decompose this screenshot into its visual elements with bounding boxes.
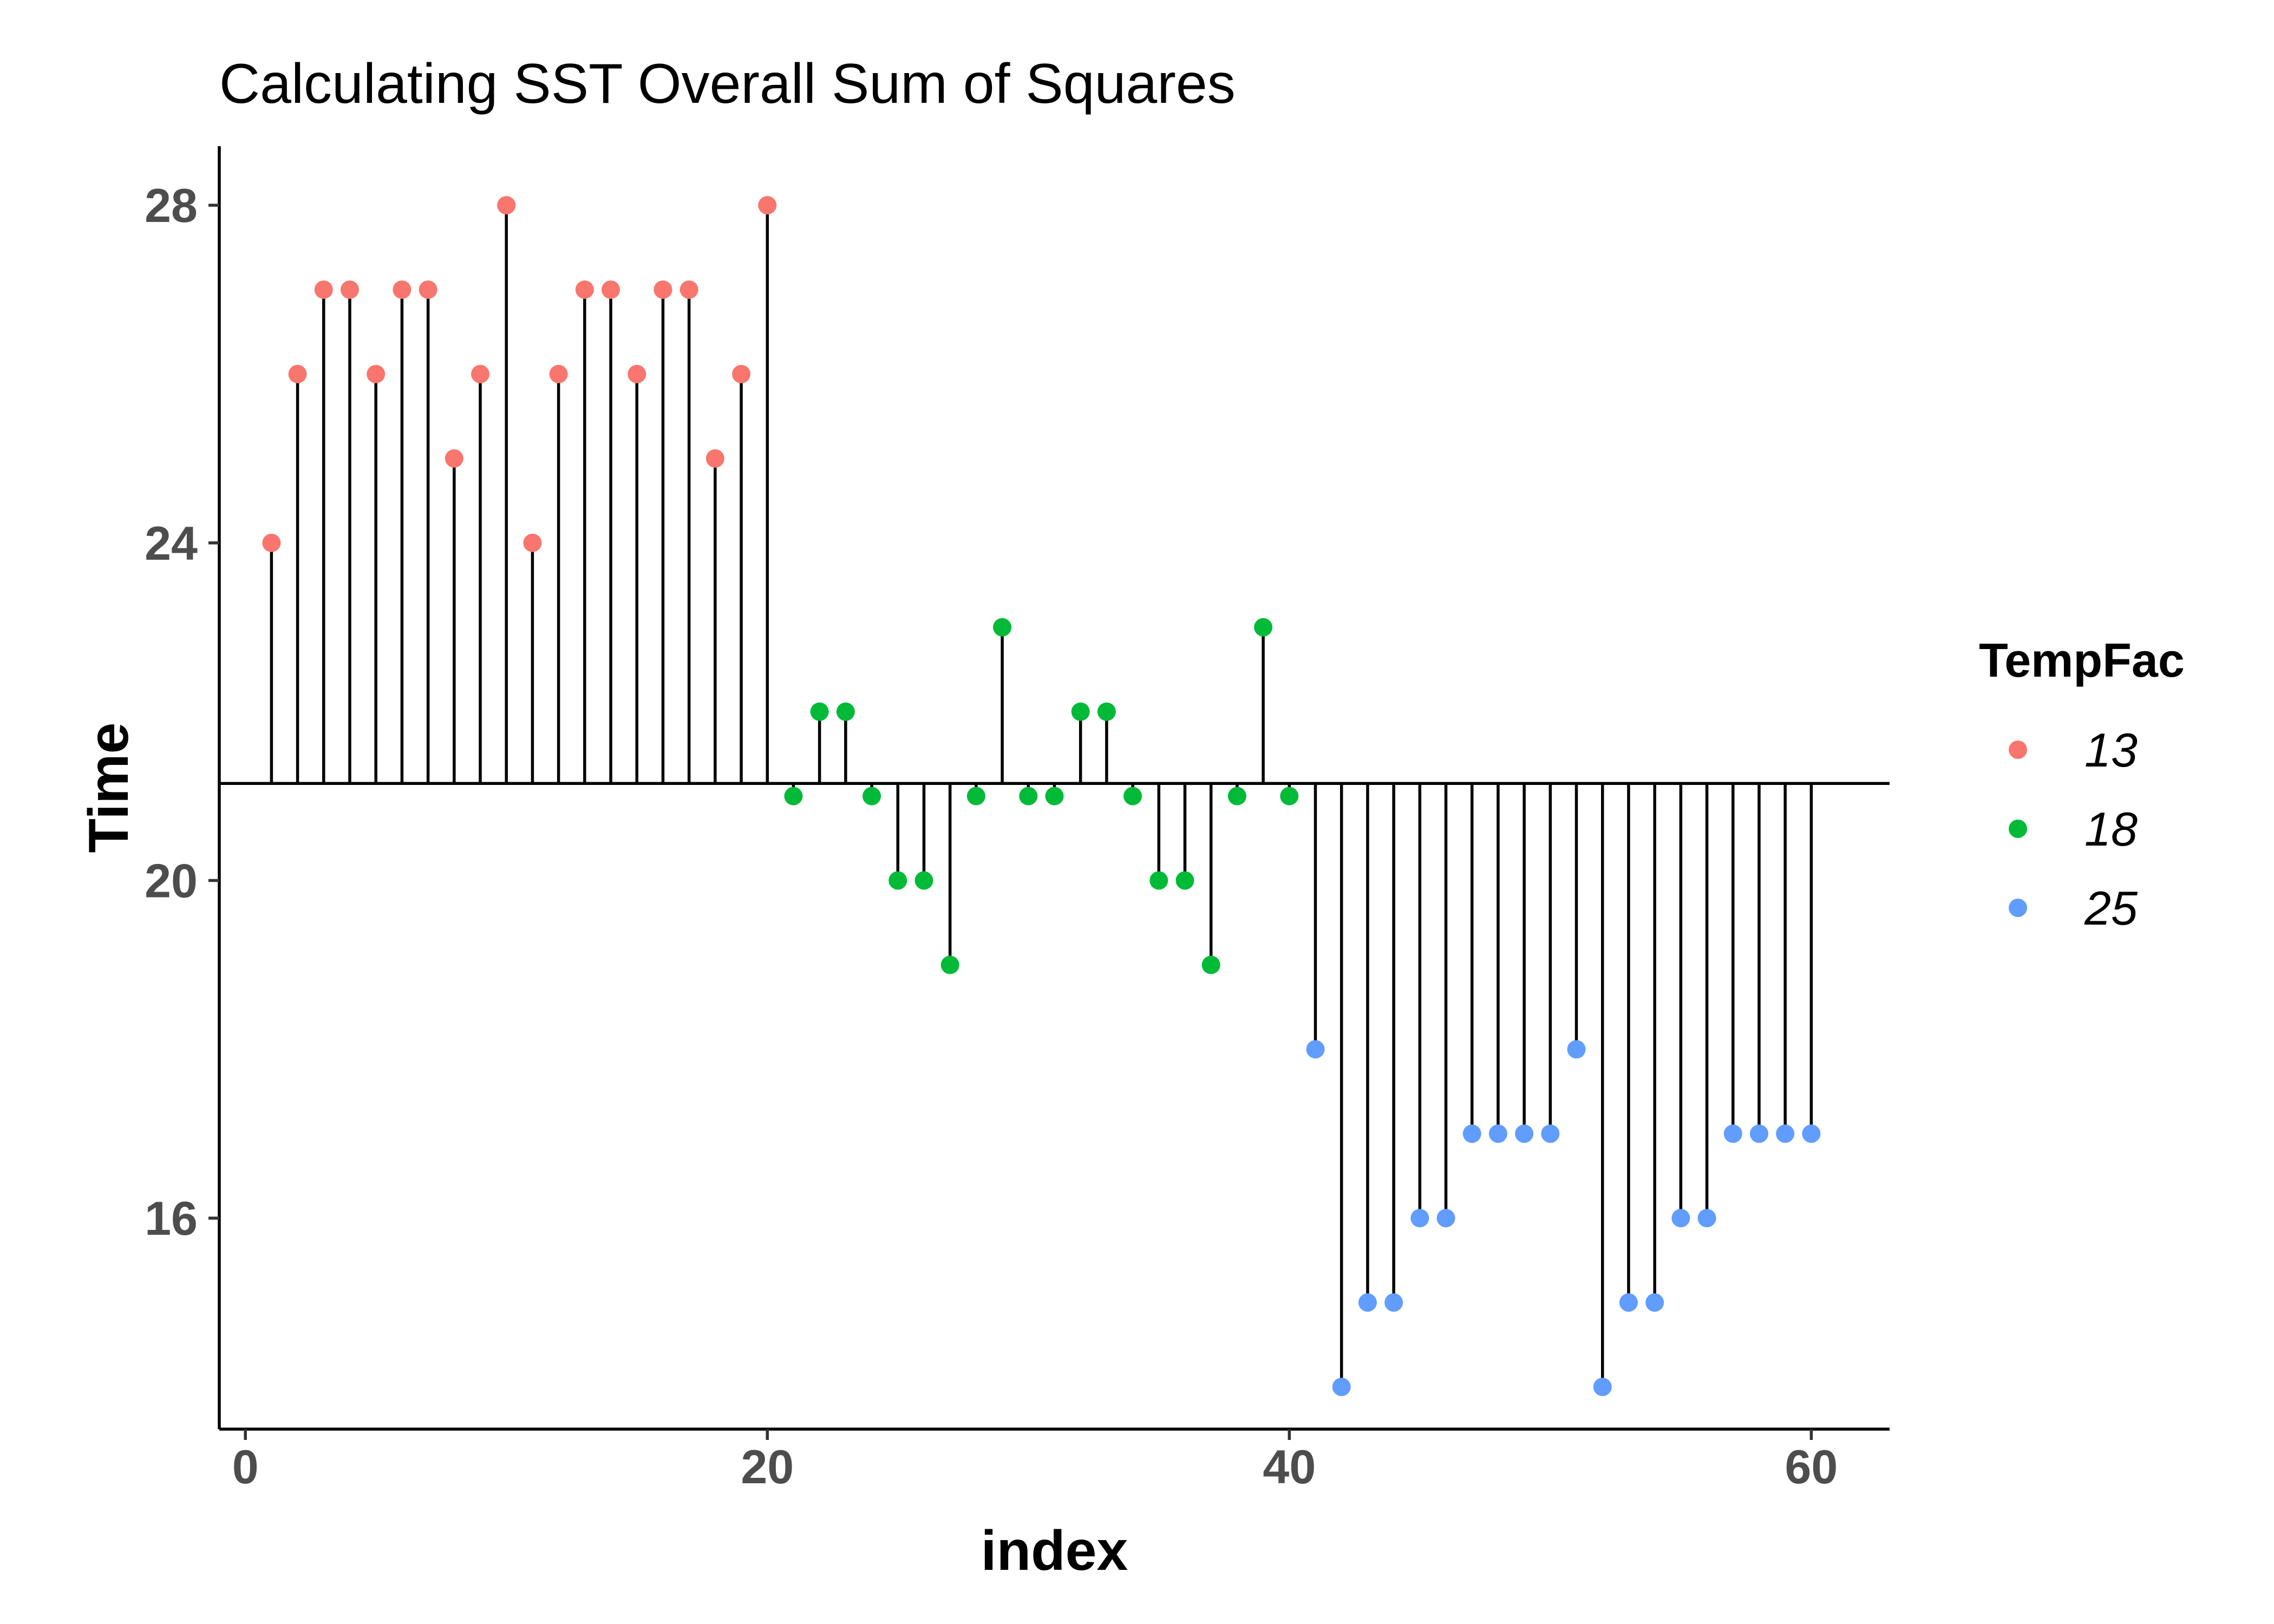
data-point-18	[888, 871, 907, 890]
data-point-25	[1332, 1378, 1351, 1397]
data-point-18	[1201, 955, 1220, 974]
data-points	[262, 196, 1821, 1397]
data-point-13	[679, 280, 698, 299]
x-axis-title: index	[981, 1520, 1128, 1582]
data-point-25	[1723, 1124, 1742, 1143]
data-point-18	[940, 955, 959, 974]
data-point-13	[262, 533, 281, 552]
data-point-18	[1280, 787, 1299, 806]
data-point-25	[1567, 1040, 1586, 1059]
data-point-13	[654, 280, 672, 299]
data-point-13	[628, 364, 646, 383]
data-point-25	[1358, 1293, 1377, 1312]
data-point-18	[1123, 787, 1142, 806]
data-point-13	[393, 280, 411, 299]
data-point-25	[1306, 1040, 1325, 1059]
data-point-13	[419, 280, 437, 299]
data-point-13	[445, 449, 463, 468]
data-point-13	[705, 449, 724, 468]
data-point-13	[288, 364, 307, 383]
y-tick-label: 24	[145, 516, 198, 570]
data-point-25	[1776, 1124, 1795, 1143]
data-point-18	[1227, 787, 1246, 806]
legend-key-18	[2009, 820, 2027, 838]
data-point-18	[1045, 787, 1064, 806]
residual-stems	[270, 205, 1813, 1387]
data-point-25	[1697, 1209, 1716, 1228]
y-tick-label: 28	[145, 179, 198, 232]
data-point-18	[1019, 787, 1038, 806]
data-point-13	[314, 280, 333, 299]
data-point-13	[602, 280, 620, 299]
data-point-18	[836, 702, 855, 721]
data-point-18	[1175, 871, 1194, 890]
data-point-13	[497, 196, 516, 215]
data-point-25	[1541, 1124, 1560, 1143]
legend-key-13	[2009, 741, 2027, 759]
data-point-18	[1149, 871, 1168, 890]
legend-label-13: 13	[2084, 723, 2138, 777]
data-point-13	[549, 364, 568, 383]
data-point-25	[1671, 1209, 1690, 1228]
data-point-25	[1384, 1293, 1403, 1312]
x-axis-ticks: 0 20 40 60	[232, 1429, 1838, 1494]
data-point-25	[1645, 1293, 1664, 1312]
x-tick-label: 60	[1785, 1440, 1838, 1494]
data-point-25	[1410, 1209, 1429, 1228]
data-point-13	[732, 364, 751, 383]
legend-label-25: 25	[2084, 881, 2138, 935]
data-point-18	[993, 618, 1012, 637]
data-point-13	[471, 364, 490, 383]
legend-title: TempFac	[1979, 633, 2185, 687]
data-point-25	[1619, 1293, 1638, 1312]
data-point-18	[862, 787, 881, 806]
data-point-18	[966, 787, 985, 806]
data-point-13	[523, 533, 542, 552]
data-point-18	[1254, 618, 1273, 637]
data-point-25	[1436, 1209, 1455, 1228]
legend-label-18: 18	[2084, 802, 2138, 856]
y-tick-label: 16	[145, 1191, 198, 1245]
data-point-13	[367, 364, 385, 383]
legend-key-25	[2009, 899, 2027, 917]
data-point-25	[1488, 1124, 1507, 1143]
y-tick-label: 20	[145, 854, 198, 908]
data-point-18	[784, 787, 803, 806]
x-tick-label: 40	[1263, 1440, 1316, 1494]
data-point-13	[575, 280, 594, 299]
data-point-18	[810, 702, 829, 721]
legend: TempFac 13 18 25	[1979, 633, 2185, 935]
data-point-18	[1071, 702, 1090, 721]
data-point-13	[758, 196, 777, 215]
data-point-13	[341, 280, 360, 299]
data-point-25	[1802, 1124, 1821, 1143]
legend-items: 13 18 25	[2009, 723, 2138, 935]
chart-title: Calculating SST Overall Sum of Squares	[219, 53, 1236, 115]
y-axis-ticks: 16 20 24 28	[145, 179, 219, 1245]
data-point-25	[1515, 1124, 1534, 1143]
y-axis-title: Time	[77, 723, 140, 853]
data-point-25	[1749, 1124, 1768, 1143]
x-tick-label: 0	[232, 1440, 259, 1494]
data-point-18	[1097, 702, 1116, 721]
data-point-25	[1462, 1124, 1481, 1143]
data-point-18	[914, 871, 933, 890]
x-tick-label: 20	[741, 1440, 794, 1494]
data-point-25	[1593, 1378, 1612, 1397]
